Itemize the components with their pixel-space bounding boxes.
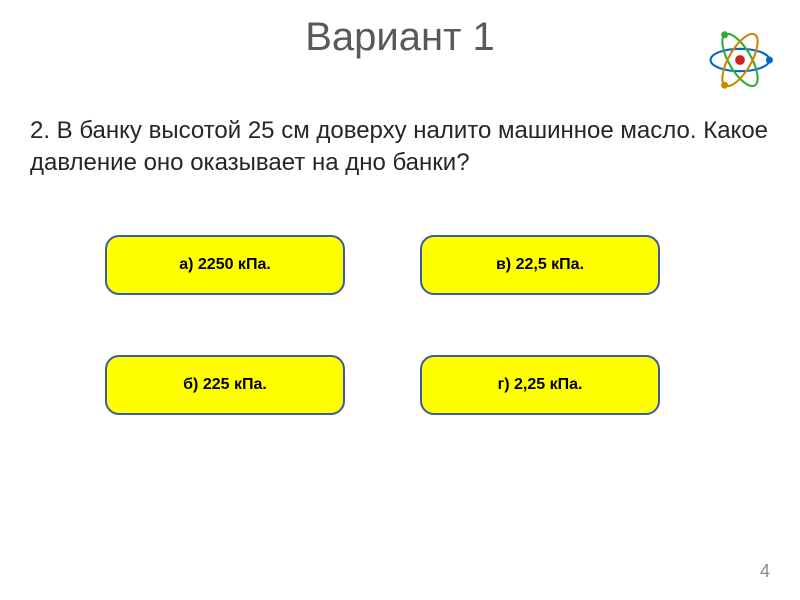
page-title: Вариант 1 bbox=[0, 0, 800, 60]
option-a-label: а) 2250 кПа. bbox=[179, 256, 271, 274]
option-c-button[interactable]: в) 22,5 кПа. bbox=[420, 235, 660, 295]
option-a-button[interactable]: а) 2250 кПа. bbox=[105, 235, 345, 295]
option-c-label: в) 22,5 кПа. bbox=[496, 256, 584, 274]
atom-icon bbox=[705, 25, 775, 95]
option-d-label: г) 2,25 кПа. bbox=[498, 376, 583, 394]
option-b-label: б) 225 кПа. bbox=[183, 376, 267, 394]
question-text: 2. В банку высотой 25 см доверху налито … bbox=[0, 60, 800, 180]
option-d-button[interactable]: г) 2,25 кПа. bbox=[420, 355, 660, 415]
option-b-button[interactable]: б) 225 кПа. bbox=[105, 355, 345, 415]
page-number: 4 bbox=[760, 561, 770, 582]
